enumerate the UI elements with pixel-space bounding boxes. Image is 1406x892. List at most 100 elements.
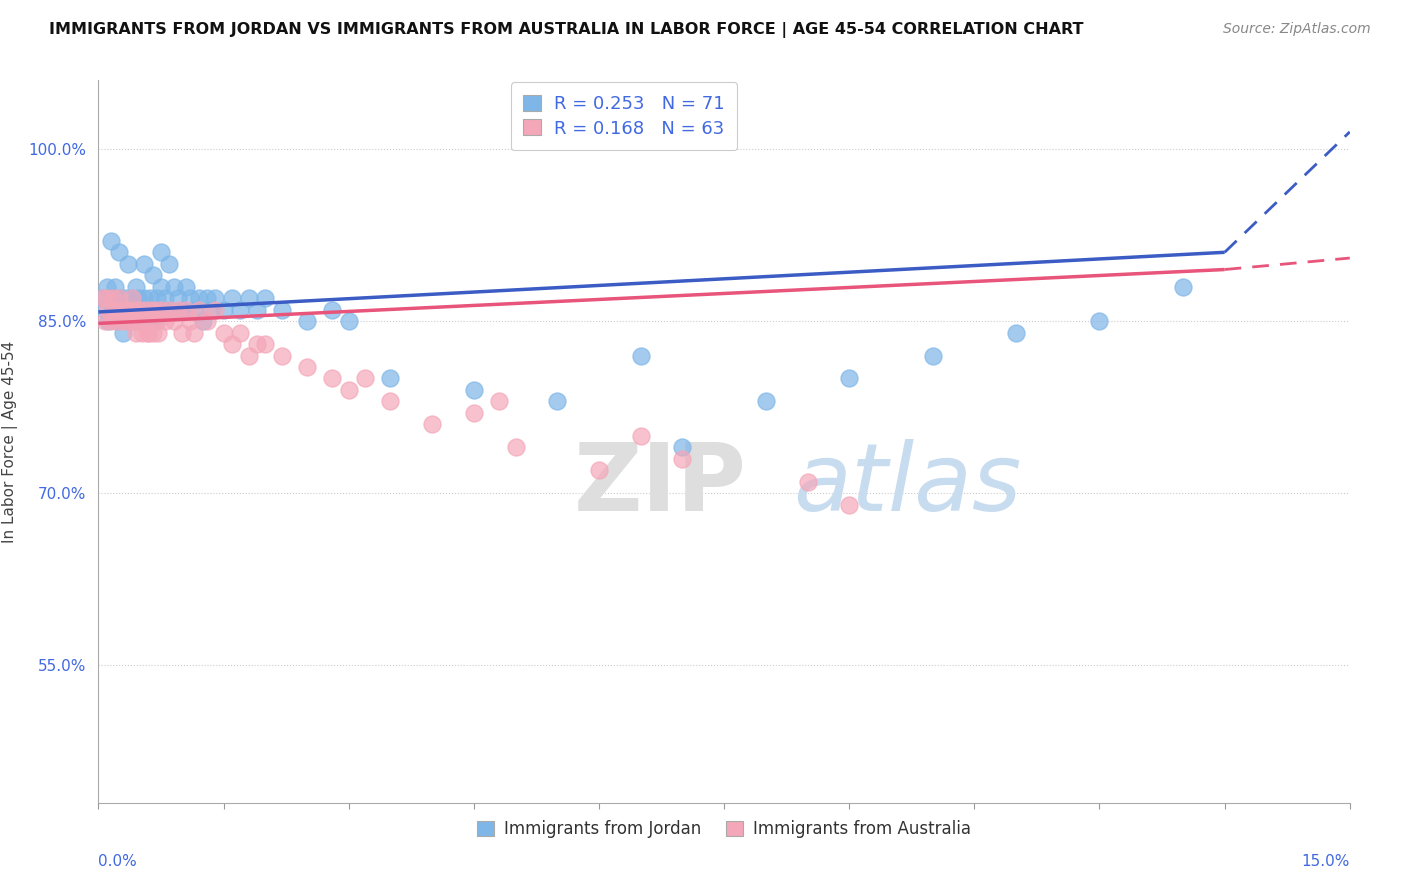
- Point: [129, 302, 152, 317]
- Point: [755, 394, 778, 409]
- Point: [183, 302, 205, 317]
- Point: [121, 291, 143, 305]
- Point: [142, 268, 165, 283]
- Point: [166, 302, 188, 317]
- Point: [179, 314, 201, 328]
- Point: [838, 498, 860, 512]
- Point: [146, 291, 169, 305]
- Point: [108, 291, 131, 305]
- Point: [103, 291, 125, 305]
- Point: [97, 314, 120, 328]
- Point: [150, 302, 173, 317]
- Point: [142, 326, 165, 340]
- Point: [121, 291, 143, 305]
- Point: [91, 291, 114, 305]
- Point: [127, 291, 149, 305]
- Point: [125, 326, 148, 340]
- Point: [127, 302, 149, 317]
- Point: [143, 302, 166, 317]
- Point: [238, 349, 260, 363]
- Point: [191, 314, 214, 328]
- Point: [321, 302, 343, 317]
- Point: [254, 291, 277, 305]
- Point: [134, 302, 156, 317]
- Point: [162, 314, 184, 328]
- Point: [114, 291, 136, 305]
- Point: [153, 314, 176, 328]
- Text: atlas: atlas: [793, 440, 1021, 531]
- Point: [170, 326, 193, 340]
- Point: [162, 279, 184, 293]
- Point: [117, 257, 139, 271]
- Point: [174, 302, 197, 317]
- Point: [157, 302, 180, 317]
- Point: [148, 302, 170, 317]
- Point: [97, 302, 120, 317]
- Point: [671, 451, 693, 466]
- Point: [212, 326, 235, 340]
- Point: [138, 326, 160, 340]
- Point: [134, 291, 156, 305]
- Point: [111, 302, 134, 317]
- Point: [463, 383, 485, 397]
- Point: [131, 314, 153, 328]
- Point: [796, 475, 818, 489]
- Point: [108, 245, 131, 260]
- Point: [91, 291, 114, 305]
- Point: [138, 326, 160, 340]
- Point: [120, 314, 142, 328]
- Point: [195, 291, 218, 305]
- Point: [142, 302, 165, 317]
- Point: [117, 314, 139, 328]
- Point: [1171, 279, 1194, 293]
- Point: [420, 417, 443, 432]
- Point: [135, 302, 157, 317]
- Point: [254, 337, 277, 351]
- Point: [221, 291, 243, 305]
- Point: [150, 279, 173, 293]
- Text: 15.0%: 15.0%: [1302, 855, 1350, 870]
- Point: [104, 302, 127, 317]
- Point: [921, 349, 943, 363]
- Point: [96, 291, 118, 305]
- Point: [630, 349, 652, 363]
- Point: [157, 257, 180, 271]
- Point: [212, 302, 235, 317]
- Point: [195, 314, 218, 328]
- Point: [187, 291, 209, 305]
- Point: [108, 291, 131, 305]
- Point: [187, 302, 209, 317]
- Point: [166, 291, 188, 305]
- Point: [505, 440, 527, 454]
- Point: [463, 406, 485, 420]
- Point: [229, 302, 252, 317]
- Point: [295, 314, 318, 328]
- Point: [103, 302, 125, 317]
- Point: [157, 302, 180, 317]
- Y-axis label: In Labor Force | Age 45-54: In Labor Force | Age 45-54: [1, 341, 17, 542]
- Point: [838, 371, 860, 385]
- Point: [139, 291, 162, 305]
- Point: [246, 337, 269, 351]
- Point: [321, 371, 343, 385]
- Text: IMMIGRANTS FROM JORDAN VS IMMIGRANTS FROM AUSTRALIA IN LABOR FORCE | AGE 45-54 C: IMMIGRANTS FROM JORDAN VS IMMIGRANTS FRO…: [49, 22, 1084, 38]
- Point: [630, 429, 652, 443]
- Point: [174, 279, 197, 293]
- Point: [170, 302, 193, 317]
- Point: [229, 326, 252, 340]
- Point: [488, 394, 510, 409]
- Point: [105, 314, 128, 328]
- Point: [135, 314, 157, 328]
- Point: [121, 314, 143, 328]
- Point: [94, 302, 117, 317]
- Point: [588, 463, 610, 477]
- Point: [143, 314, 166, 328]
- Point: [100, 234, 122, 248]
- Point: [120, 302, 142, 317]
- Point: [337, 314, 360, 328]
- Point: [1088, 314, 1111, 328]
- Point: [100, 314, 122, 328]
- Point: [96, 279, 118, 293]
- Point: [295, 359, 318, 374]
- Point: [238, 291, 260, 305]
